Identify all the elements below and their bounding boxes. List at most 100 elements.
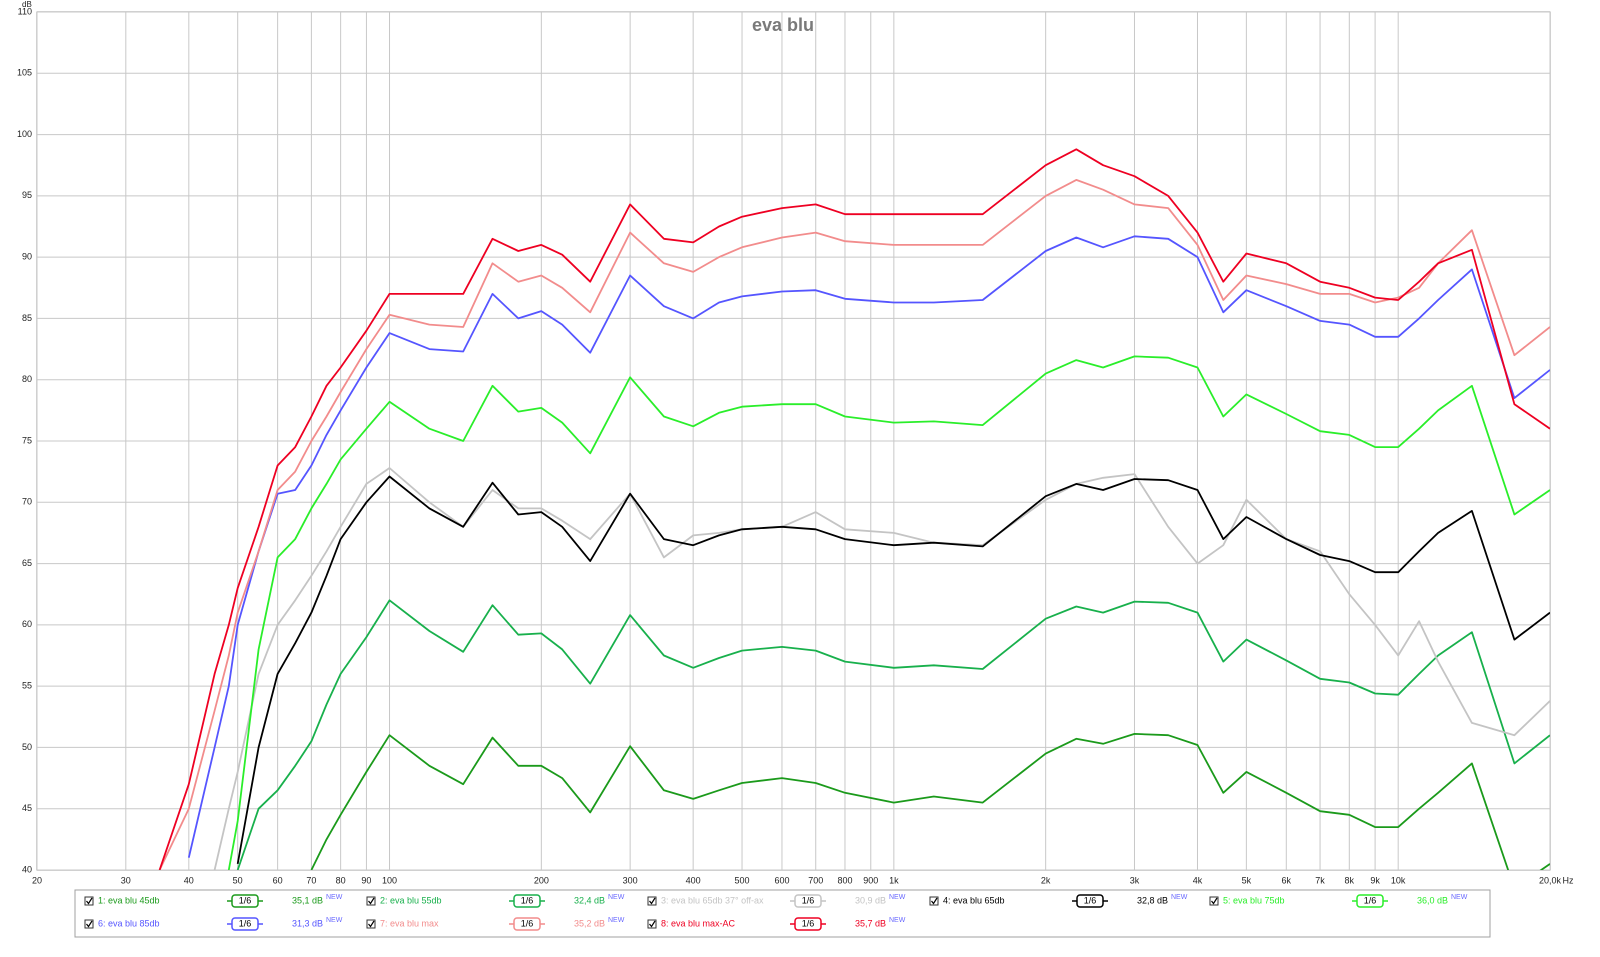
x-tick-label: 6k [1282, 875, 1292, 885]
legend-label: 5: eva blu 75db [1223, 895, 1285, 905]
x-tick-label: 200 [534, 875, 549, 885]
x-tick-label: 8k [1345, 875, 1355, 885]
y-tick-label: 50 [22, 742, 32, 752]
legend-checkbox [647, 896, 657, 906]
x-tick-label: 1k [889, 875, 899, 885]
x-tick-label: 100 [382, 875, 397, 885]
legend-label: 2: eva blu 55db [380, 895, 442, 905]
legend-checkbox [84, 919, 94, 929]
series-line [236, 599, 1550, 870]
y-tick-label: 85 [22, 313, 32, 323]
legend-smoothing: 1/6 [802, 895, 815, 905]
x-tick-label: 70 [306, 875, 316, 885]
y-tick-label: 55 [22, 681, 32, 691]
legend-smoothing-button [513, 894, 541, 908]
lines-layer [37, 12, 1550, 870]
legend-checkbox [366, 919, 376, 929]
x-tick-label: 400 [686, 875, 701, 885]
y-tick-label: 105 [17, 68, 32, 78]
legend-smoothing: 1/6 [239, 895, 252, 905]
x-tick-label: 300 [623, 875, 638, 885]
legend-smoothing: 1/6 [802, 918, 815, 928]
legend-check [86, 920, 93, 928]
series-line [158, 179, 1550, 870]
legend-level: 32,4 dB [574, 895, 605, 905]
legend-checkbox [366, 896, 376, 906]
y-tick-label: 100 [17, 129, 32, 139]
x-tick-label: 60 [273, 875, 283, 885]
chart-title: eva blu [752, 15, 814, 35]
x-tick-label: 50 [233, 875, 243, 885]
legend-badge: NEW [608, 917, 625, 924]
legend-label: 1: eva blu 45db [98, 895, 160, 905]
legend-level: 35,7 dB [855, 918, 886, 928]
legend-level: 35,1 dB [292, 895, 323, 905]
legend [74, 889, 1491, 938]
x-tick-label: 30 [121, 875, 131, 885]
x-tick-label: 600 [774, 875, 789, 885]
x-tick-label: 9k [1370, 875, 1380, 885]
series-line [227, 355, 1550, 870]
legend-level: 31,3 dB [292, 918, 323, 928]
legend-check [368, 897, 375, 905]
x-tick-label: 80 [336, 875, 346, 885]
legend-badge: NEW [1171, 894, 1188, 901]
y-tick-label: 70 [22, 497, 32, 507]
series-line [187, 235, 1550, 858]
legend-smoothing-button [1356, 894, 1384, 908]
legend-label: 4: eva blu 65db [943, 895, 1005, 905]
series-line [310, 733, 1550, 870]
legend-badge: NEW [326, 894, 343, 901]
y-tick-label: 95 [22, 190, 32, 200]
x-tick-label: 4k [1193, 875, 1203, 885]
y-unit: dB [22, 0, 32, 9]
legend-badge: NEW [1451, 894, 1468, 901]
legend-check [649, 920, 656, 928]
legend-checkbox [647, 919, 657, 929]
series-line [158, 148, 1550, 870]
y-tick-label: 90 [22, 252, 32, 262]
x-tick-label: 2k [1041, 875, 1051, 885]
legend-smoothing-button [231, 917, 259, 931]
legend-level: 30,9 dB [855, 895, 886, 905]
legend-smoothing: 1/6 [521, 895, 534, 905]
x-tick-label: 900 [863, 875, 878, 885]
legend-level: 32,8 dB [1137, 895, 1168, 905]
legend-label: 8: eva blu max-AC [661, 918, 736, 928]
series-line [236, 475, 1550, 865]
x-unit: Hz [1563, 875, 1574, 885]
legend-check [649, 897, 656, 905]
legend-badge: NEW [326, 917, 343, 924]
legend-checkbox [1209, 896, 1219, 906]
legend-label: 7: eva blu max [380, 918, 439, 928]
x-tick-label: 500 [735, 875, 750, 885]
legend-check [86, 897, 93, 905]
legend-smoothing: 1/6 [1364, 895, 1377, 905]
x-tick-label: 20 [32, 875, 42, 885]
legend-smoothing-button [513, 917, 541, 931]
legend-check [368, 920, 375, 928]
legend-smoothing-button [1076, 894, 1104, 908]
x-tick-label: 7k [1315, 875, 1325, 885]
legend-smoothing: 1/6 [521, 918, 534, 928]
x-tick-label: 3k [1130, 875, 1140, 885]
x-tick-label: 40 [184, 875, 194, 885]
legend-smoothing: 1/6 [239, 918, 252, 928]
legend-checkbox [84, 896, 94, 906]
legend-check [931, 897, 938, 905]
legend-label: 3: eva blu 65db 37° off-ax [661, 895, 764, 905]
legend-smoothing-button [231, 894, 259, 908]
legend-smoothing: 1/6 [1084, 895, 1097, 905]
legend-label: 6: eva blu 85db [98, 918, 160, 928]
legend-level: 35,2 dB [574, 918, 605, 928]
legend-badge: NEW [608, 894, 625, 901]
x-tick-label: 10k [1391, 875, 1406, 885]
y-tick-label: 110 [18, 6, 32, 16]
y-tick-label: 45 [22, 803, 32, 813]
x-tick-label: 20,0k [1539, 875, 1562, 885]
x-tick-label: 90 [361, 875, 371, 885]
x-tick-label: 800 [837, 875, 852, 885]
x-tick-label: 700 [808, 875, 823, 885]
legend-level: 36,0 dB [1417, 895, 1448, 905]
